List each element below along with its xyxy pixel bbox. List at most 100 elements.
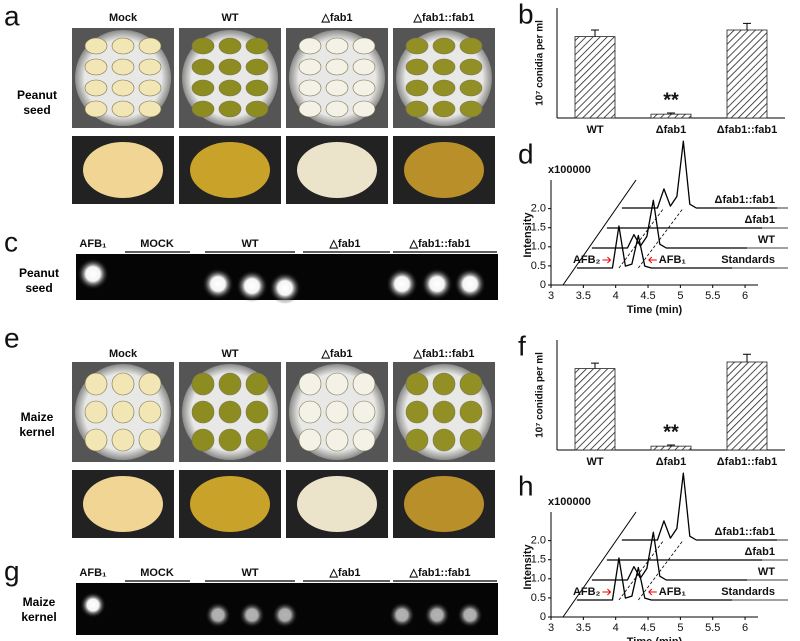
seed [191,428,215,452]
seed [111,79,135,97]
seed [138,37,162,55]
seed [325,79,349,97]
closeup-seed [297,142,377,198]
trace-label: Δfab1::fab1 [715,194,775,206]
error-bar [667,112,675,115]
lane-label: MOCK [140,567,174,579]
x-tick-label: Δfab1 [656,456,687,468]
panel-letter: g [4,555,20,586]
seed [405,400,429,424]
significance: ** [663,421,679,443]
lane-label: WT [241,567,258,579]
seed [218,400,242,424]
trace [591,199,748,249]
seed [325,372,349,396]
x-tick-label: Δfab1 [656,124,687,136]
peak-guide [618,207,665,269]
error-bar [591,362,599,369]
trace [591,531,748,581]
y-axis-label: Intensity [522,212,534,258]
column-label: Mock [109,12,138,24]
y-axis-label: 10⁷ conidia per ml [535,352,546,438]
x-tick-label: 6 [742,622,748,634]
seed [84,100,108,118]
spot [389,602,415,628]
peak-label: AFB₁ [659,254,687,266]
lane-label: △fab1::fab1 [408,567,470,579]
panel-letter: c [4,226,18,257]
spot [457,602,483,628]
panel-letter: d [518,138,534,169]
seed [218,37,242,55]
seed [298,428,322,452]
x-axis-label: Time (min) [627,304,683,316]
seed [191,100,215,118]
panel-letter: f [518,330,526,361]
column-label: Mock [109,348,138,360]
trace [621,140,778,209]
seed [245,400,269,424]
seed [191,58,215,76]
arrow [648,256,657,264]
seed [218,428,242,452]
column-label: △fab1 [320,12,352,24]
seed [138,428,162,452]
seed [298,372,322,396]
seed [84,372,108,396]
row-label: Peanut seed [18,266,59,295]
seed [432,372,456,396]
closeup-seed [83,476,163,532]
spot [454,268,486,300]
y-tick-label: 2.0 [531,535,546,547]
arrow [602,588,612,596]
seed [111,100,135,118]
seed [352,79,376,97]
spot [205,602,231,628]
y-tick-label: 0 [540,279,546,291]
peak-label: AFB₂ [573,586,601,598]
peak-label: AFB₂ [573,254,601,266]
lane-label: WT [241,238,258,250]
seed [459,372,483,396]
seed [352,100,376,118]
seed [245,100,269,118]
seed [111,400,135,424]
seed [298,58,322,76]
seed [298,400,322,424]
y-tick-label: 0 [540,611,546,623]
error-bar [591,29,599,37]
column-label: WT [221,348,238,360]
panel-letter: b [518,0,534,29]
y-tick-label: 1.0 [531,241,546,253]
trace-label: Δfab1 [744,214,775,226]
spot [80,592,106,618]
seed [245,372,269,396]
spot [386,268,418,300]
trace-label: WT [758,234,775,246]
seed [218,58,242,76]
lane-label: △fab1::fab1 [408,238,470,250]
trace [576,557,733,601]
y-tick-label: 1.0 [531,573,546,585]
seed [432,79,456,97]
y-tick-label: 1.5 [531,554,546,566]
x-tick-label: 5 [677,622,683,634]
seed [138,58,162,76]
seed [218,100,242,118]
seed [352,372,376,396]
seed [298,79,322,97]
lane-label: MOCK [140,238,174,250]
seed [405,428,429,452]
seed [459,100,483,118]
seed [84,58,108,76]
scale-note: x100000 [548,164,591,176]
x-tick-label: WT [586,124,603,136]
x-tick-label: 5.5 [705,290,720,302]
row-label: Maize kernel [19,410,55,439]
y-tick-label: 0.5 [531,592,546,604]
trace [576,225,733,269]
closeup-seed [190,142,270,198]
column-label: △fab1::fab1 [412,12,474,24]
x-axis-label: Time (min) [627,636,683,641]
seed [84,79,108,97]
